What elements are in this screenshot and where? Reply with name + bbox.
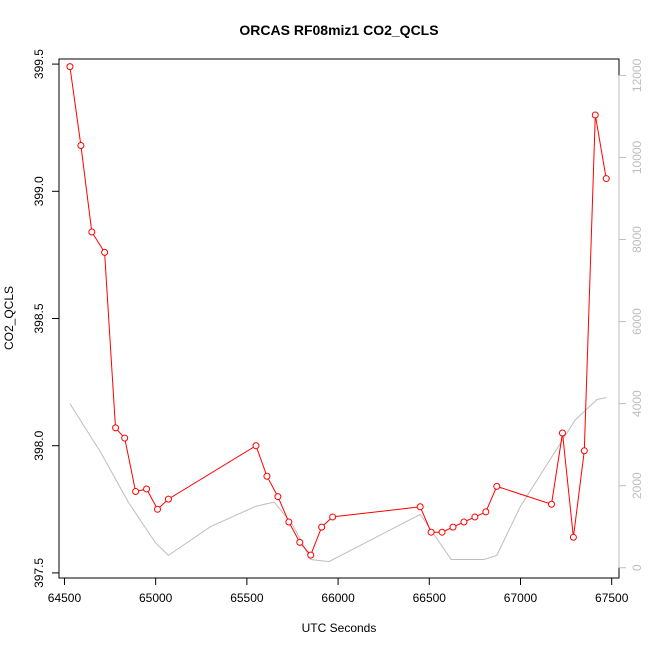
- series-co2-line: [66, 63, 610, 559]
- co2-polyline: [69, 66, 607, 557]
- co2-point: [318, 523, 326, 531]
- y-axis-left: 397.5 398.0 398.5 399.0 399.5: [32, 49, 60, 588]
- y2-tick-label: 4000: [630, 390, 644, 417]
- co2-point: [121, 434, 129, 442]
- y-tick-label: 399.0: [32, 176, 46, 206]
- x-tick-label: 65000: [139, 591, 173, 605]
- co2-point: [252, 442, 260, 450]
- co2-point: [449, 523, 457, 531]
- y2-tick-label: 6000: [630, 308, 644, 335]
- co2-point: [263, 472, 271, 480]
- series-altitude-line: [69, 397, 607, 563]
- co2-point: [112, 424, 120, 432]
- x-tick-label: 66000: [321, 591, 355, 605]
- co2-point: [471, 513, 479, 521]
- co2-point: [164, 495, 172, 503]
- co2-point: [416, 503, 424, 511]
- y2-tick-label: 0: [630, 564, 644, 571]
- co2-point: [296, 538, 304, 546]
- y2-tick-label: 10000: [630, 140, 644, 174]
- co2-point: [329, 513, 337, 521]
- co2-point: [66, 63, 74, 71]
- co2-point: [580, 447, 588, 455]
- co2-point: [143, 485, 151, 493]
- co2-point: [460, 518, 468, 526]
- altitude-polyline: [69, 397, 607, 563]
- co2-point: [591, 111, 599, 119]
- co2-point: [548, 500, 556, 508]
- co2-point: [438, 528, 446, 536]
- co2-point: [88, 228, 96, 236]
- x-tick-label: 66500: [413, 591, 447, 605]
- co2-point: [427, 528, 435, 536]
- co2-point: [482, 508, 490, 516]
- co2-point: [274, 493, 282, 501]
- y-tick-label: 398.0: [32, 430, 46, 460]
- plot-frame: [58, 58, 620, 579]
- y-axis-right: 0 2000 4000 6000 8000 10000 12000: [618, 58, 644, 571]
- co2-point: [77, 142, 85, 149]
- y-tick-label: 397.5: [32, 558, 46, 588]
- x-tick-label: 65500: [230, 591, 264, 605]
- y-axis-label: CO2_QCLS: [2, 286, 16, 350]
- x-tick-label: 67500: [595, 591, 629, 605]
- y-tick-label: 399.5: [32, 49, 46, 79]
- co2-point: [101, 248, 109, 256]
- co2-point: [307, 551, 315, 559]
- x-axis-label: UTC Seconds: [302, 621, 377, 635]
- co2-point: [285, 518, 293, 526]
- chart-title: ORCAS RF08miz1 CO2_QCLS: [239, 22, 438, 38]
- co2-point: [569, 533, 577, 541]
- co2-point: [154, 505, 162, 513]
- co2-point: [602, 175, 610, 183]
- x-tick-label: 67000: [504, 591, 538, 605]
- y2-tick-label: 12000: [630, 58, 644, 92]
- co2-point: [132, 488, 140, 495]
- x-tick-label: 64500: [48, 591, 82, 605]
- y-tick-label: 398.5: [32, 303, 46, 333]
- y2-tick-label: 8000: [630, 226, 644, 253]
- co2-point: [558, 429, 566, 437]
- x-axis: 64500 65000 65500 66000 66500 67000 67500: [48, 577, 629, 605]
- co2-point: [493, 482, 501, 490]
- y2-tick-label: 2000: [630, 472, 644, 499]
